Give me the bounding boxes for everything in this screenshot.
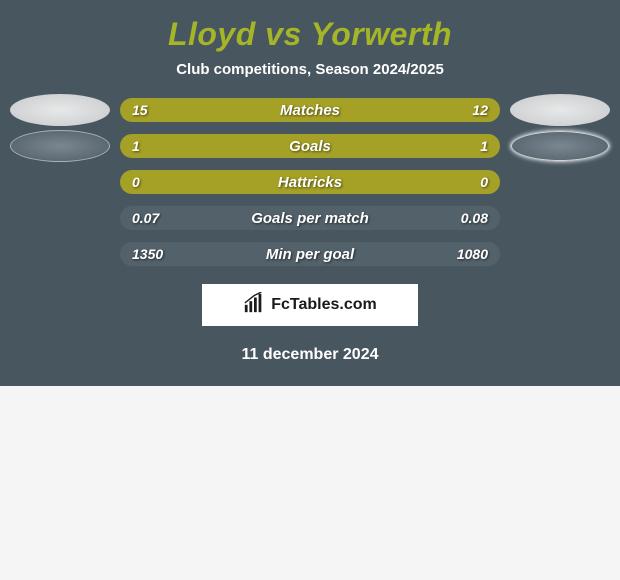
player-avatar-left (10, 166, 110, 198)
stats-container: 15Matches12 1Goals1 0Hattricks0 0.07Goals p… (8, 94, 612, 270)
stat-label: Hattricks (120, 174, 500, 191)
stat-row: 15Matches12 (8, 94, 612, 126)
player-avatar-left (10, 130, 110, 162)
player-avatar-right (510, 130, 610, 162)
player-avatar-right (510, 94, 610, 126)
stat-row: 0Hattricks0 (8, 166, 612, 198)
stat-bar: 1350Min per goal1080 (120, 242, 500, 266)
player-avatar-left (10, 202, 110, 234)
comparison-card: Lloyd vs Yorwerth Club competitions, Sea… (0, 0, 620, 386)
date-label: 11 december 2024 (8, 346, 612, 364)
stat-left-value: 1 (132, 138, 140, 154)
stat-row: 1Goals1 (8, 130, 612, 162)
brand-badge[interactable]: FcTables.com (202, 284, 418, 326)
stat-row: 1350Min per goal1080 (8, 238, 612, 270)
player-avatar-left (10, 238, 110, 270)
stat-label: Goals (120, 138, 500, 155)
stat-bar: 0Hattricks0 (120, 170, 500, 194)
page-title: Lloyd vs Yorwerth (8, 10, 612, 61)
stat-left-value: 15 (132, 102, 148, 118)
subtitle: Club competitions, Season 2024/2025 (8, 61, 612, 78)
stat-label: Goals per match (120, 210, 500, 227)
player-avatar-right (510, 202, 610, 234)
stat-right-value: 1080 (457, 246, 488, 262)
stat-row: 0.07Goals per match0.08 (8, 202, 612, 234)
brand-label: FcTables.com (271, 296, 377, 314)
stat-bar: 15Matches12 (120, 98, 500, 122)
stat-label: Matches (120, 102, 500, 119)
player-avatar-left (10, 94, 110, 126)
stat-left-value: 1350 (132, 246, 163, 262)
stat-bar: 1Goals1 (120, 134, 500, 158)
player-avatar-right (510, 166, 610, 198)
stat-label: Min per goal (120, 246, 500, 263)
stat-right-value: 12 (472, 102, 488, 118)
stat-right-value: 0.08 (461, 210, 488, 226)
chart-icon (243, 292, 265, 319)
stat-right-value: 0 (480, 174, 488, 190)
stat-bar: 0.07Goals per match0.08 (120, 206, 500, 230)
player-avatar-right (510, 238, 610, 270)
stat-left-value: 0 (132, 174, 140, 190)
stat-right-value: 1 (480, 138, 488, 154)
stat-left-value: 0.07 (132, 210, 159, 226)
